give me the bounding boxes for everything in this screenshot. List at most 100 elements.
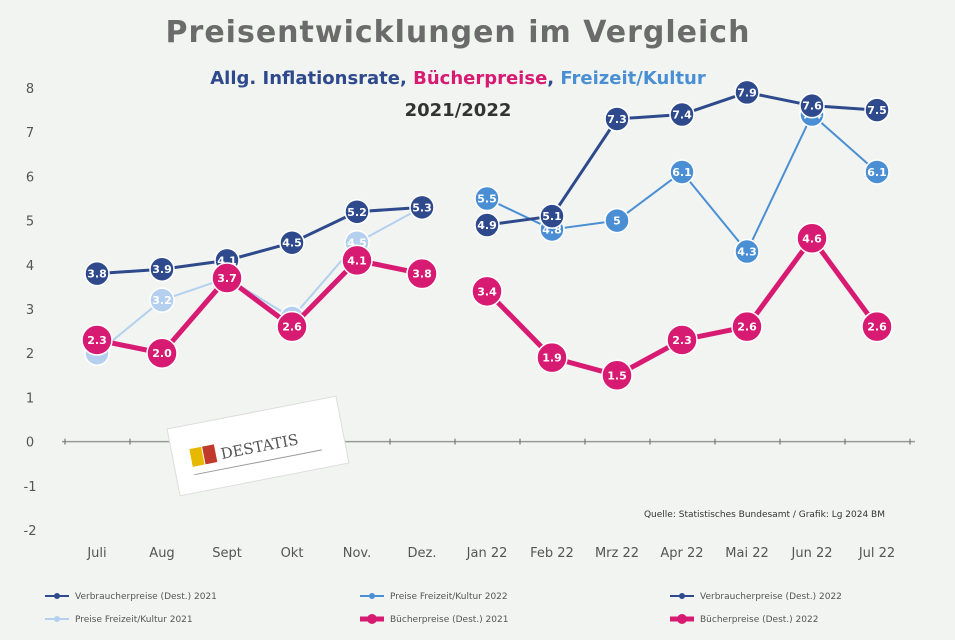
chart-title: Preisentwicklungen im Vergleich	[166, 15, 751, 50]
x-tick-label: Feb 22	[530, 546, 574, 561]
series-1: 3.2 3.7 4.5 5.3	[84, 194, 435, 366]
subtitle-part: Freizeit/Kultur	[560, 68, 705, 89]
data-label: 5.5	[477, 193, 497, 206]
data-point	[734, 238, 760, 265]
data-label: 3.2	[152, 294, 172, 307]
data-label: 7.3	[607, 113, 627, 126]
data-point	[406, 257, 438, 290]
x-tick-label: Juli	[86, 546, 106, 561]
legend-item: Verbraucherpreise (Dest.) 2021	[45, 592, 217, 602]
logo-mark-red	[202, 444, 218, 465]
data-label: 3.9	[152, 263, 172, 276]
logo-mark-yellow	[189, 446, 205, 467]
y-tick-label: 8	[26, 82, 34, 97]
data-point	[864, 97, 890, 123]
y-tick-label: 5	[26, 215, 34, 230]
legend-swatch-marker	[677, 614, 687, 624]
x-tick-label: Sept	[212, 546, 242, 561]
subtitle-part: ,	[547, 68, 560, 89]
data-point	[149, 287, 175, 313]
data-label: 2.6	[737, 321, 757, 334]
subtitle-part: Bücherpreise	[413, 68, 547, 89]
series-line	[96, 257, 423, 356]
legend-swatch-marker	[54, 593, 60, 599]
data-point	[84, 260, 110, 287]
data-label: 6.1	[672, 166, 692, 179]
y-tick-label: -2	[24, 524, 37, 539]
x-tick-label: Jul 22	[858, 546, 895, 561]
data-point	[734, 79, 760, 106]
y-tick-label: 7	[26, 126, 34, 141]
data-point	[864, 159, 890, 185]
data-label: 4.1	[347, 254, 367, 267]
series-line	[96, 206, 423, 354]
data-point	[604, 106, 630, 132]
legend-label: Verbraucherpreise (Dest.) 2022	[700, 592, 842, 602]
legend: Verbraucherpreise (Dest.) 2021 Preise Fre…	[45, 592, 842, 625]
data-label: 1.9	[542, 352, 562, 365]
data-label: 2.0	[152, 347, 172, 360]
data-label: 4.9	[477, 219, 497, 232]
data-point	[669, 101, 695, 128]
data-point	[81, 324, 113, 356]
data-point	[474, 185, 500, 212]
data-label: 4.5	[282, 237, 302, 250]
series-3: 4.9 5.1 7.3 7.4 7.9 7.6 7.5	[474, 79, 890, 238]
series-5: 3.4 1.9 1.5 2.3 2.6 4.6 2.6	[471, 222, 893, 392]
y-tick-label: 3	[26, 303, 34, 318]
data-label: 7.9	[737, 86, 757, 99]
data-point	[276, 310, 308, 343]
data-point	[536, 341, 568, 374]
x-tick-label: Nov.	[343, 546, 372, 561]
data-point	[211, 262, 243, 294]
data-label: 7.5	[867, 104, 887, 117]
data-label: 3.4	[477, 285, 497, 298]
data-label: 4.3	[737, 246, 757, 259]
x-tick-label: Jun 22	[791, 546, 833, 561]
y-tick-label: 4	[26, 259, 34, 274]
data-label: 2.3	[672, 334, 692, 347]
legend-label: Preise Freizeit/Kultur 2022	[390, 592, 508, 602]
data-label: 1.5	[607, 369, 627, 382]
x-tick-label: Mai 22	[725, 546, 768, 561]
data-label: 2.3	[87, 334, 107, 347]
subtitle-part: Allg. Inflationsrate,	[210, 68, 413, 89]
x-tick-label: Mrz 22	[595, 546, 639, 561]
y-tick-label: -1	[24, 480, 37, 495]
x-tick-label: Apr 22	[660, 546, 703, 561]
data-point	[731, 310, 763, 343]
legend-label: Bücherpreise (Dest.) 2021	[390, 615, 508, 625]
y-tick-label: 1	[26, 391, 34, 406]
source-note: Quelle: Statistisches Bundesamt / Grafik…	[644, 510, 885, 520]
chart-subtitle: Allg. Inflationsrate, Bücherpreise, Frei…	[210, 68, 706, 89]
y-tick-label: 6	[26, 170, 34, 185]
y-tick-label: 0	[26, 436, 34, 451]
data-label: 5	[613, 215, 621, 228]
data-label: 2.6	[867, 321, 887, 334]
legend-item: Bücherpreise (Dest.) 2021	[360, 614, 508, 625]
legend-swatch-marker	[367, 614, 377, 624]
legend-item: Preise Freizeit/Kultur 2021	[45, 615, 193, 625]
data-point	[601, 359, 633, 392]
logo-underline	[194, 449, 323, 476]
data-label: 3.8	[412, 268, 432, 281]
chart-period: 2021/2022	[405, 100, 512, 121]
legend-label: Verbraucherpreise (Dest.) 2021	[75, 592, 217, 602]
series-2: 2.3 2.0 3.7 2.6 4.1 3.8	[81, 244, 438, 369]
series-0: 3.8 3.9 4.1 4.5 5.2 5.3	[84, 194, 435, 287]
data-point	[796, 222, 828, 255]
legend-item: Bücherpreise (Dest.) 2022	[670, 614, 818, 625]
x-tick-label: Dez.	[408, 546, 437, 561]
data-point	[409, 194, 435, 221]
data-point	[341, 244, 373, 277]
legend-item: Preise Freizeit/Kultur 2022	[360, 592, 508, 602]
series-layer: 3.23.74.55.35.54.856.14.37.46.13.83.94.1…	[81, 79, 893, 392]
data-point	[344, 199, 370, 225]
data-label: 5.3	[412, 201, 432, 214]
data-label: 7.6	[802, 100, 822, 113]
legend-swatch-marker	[679, 593, 685, 599]
data-label: 5.2	[347, 206, 367, 219]
data-point	[604, 207, 630, 234]
legend-label: Preise Freizeit/Kultur 2021	[75, 615, 193, 625]
